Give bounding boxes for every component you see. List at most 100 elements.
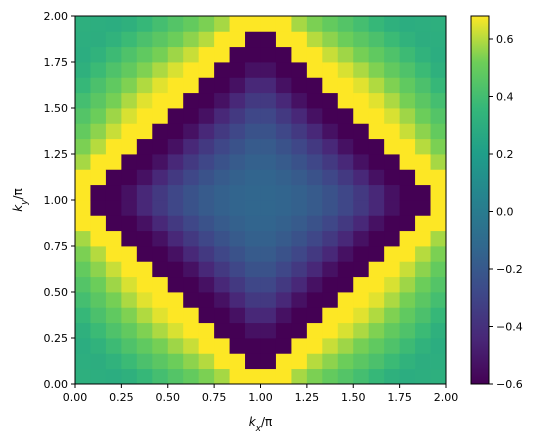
- heatmap-cell: [152, 246, 169, 262]
- heatmap-cell: [415, 138, 431, 155]
- heatmap-cell: [291, 261, 308, 278]
- heatmap-cell: [198, 123, 215, 140]
- x-tick-label: 0.00: [63, 391, 88, 404]
- heatmap-cell: [430, 138, 447, 155]
- heatmap-cell: [183, 353, 200, 370]
- x-tick-label: 1.50: [341, 391, 366, 404]
- heatmap-cell: [306, 184, 323, 201]
- heatmap-cell: [368, 31, 385, 48]
- heatmap-cell: [136, 31, 153, 48]
- heatmap-cell: [90, 292, 107, 308]
- heatmap-cell: [136, 169, 153, 186]
- heatmap-cell: [245, 276, 261, 293]
- heatmap-cell: [90, 307, 107, 324]
- heatmap-cell: [306, 338, 323, 354]
- colorbar-ticks: −0.6 −0.4 −0.2 0.0 0.2 0.4 0.6: [489, 33, 523, 391]
- heatmap-cell: [322, 108, 339, 124]
- heatmap-cell: [384, 31, 401, 48]
- heatmap-cell: [245, 338, 261, 354]
- heatmap-cell: [368, 230, 385, 247]
- heatmap-cell: [399, 261, 416, 278]
- heatmap-cell: [353, 322, 370, 339]
- heatmap-cell: [198, 138, 215, 155]
- heatmap-cell: [306, 92, 323, 109]
- heatmap-cell: [229, 154, 246, 170]
- y-tick-label: 0.75: [44, 240, 69, 253]
- heatmap-cell: [90, 62, 107, 78]
- heatmap-cell: [245, 77, 261, 94]
- heatmap-cell: [275, 154, 292, 170]
- heatmap-cell: [322, 261, 339, 278]
- heatmap-cell: [399, 16, 416, 32]
- heatmap-cell: [136, 246, 153, 262]
- heatmap-cell: [322, 215, 339, 232]
- heatmap-cell: [384, 215, 401, 232]
- heatmap-cell: [415, 184, 431, 201]
- heatmap-cell: [275, 230, 292, 247]
- heatmap-cell: [229, 108, 246, 124]
- heatmap-cell: [183, 215, 200, 232]
- heatmap-cell: [245, 31, 261, 48]
- heatmap-cell: [105, 138, 122, 155]
- heatmap-cell: [337, 77, 354, 94]
- heatmap-cell: [198, 46, 215, 63]
- heatmap-cell: [90, 322, 107, 339]
- heatmap-cell: [167, 368, 184, 385]
- heatmap-cell: [415, 230, 431, 247]
- heatmap-cell: [399, 31, 416, 48]
- heatmap-cell: [368, 215, 385, 232]
- heatmap-cell: [384, 230, 401, 247]
- heatmap-cell: [183, 77, 200, 94]
- heatmap-cell: [75, 246, 91, 262]
- heatmap-cell: [430, 108, 447, 124]
- heatmap-cell: [337, 16, 354, 32]
- heatmap-cell: [368, 46, 385, 63]
- heatmap-cell: [136, 200, 153, 216]
- heatmap-cell: [167, 353, 184, 370]
- heatmap-cell: [306, 108, 323, 124]
- heatmap-cell: [399, 215, 416, 232]
- heatmap-cell: [322, 77, 339, 94]
- heatmap-cell: [245, 184, 261, 201]
- heatmap-cell: [384, 123, 401, 140]
- heatmap-cell: [229, 338, 246, 354]
- heatmap-cell: [75, 261, 91, 278]
- heatmap-cell: [260, 368, 277, 385]
- heatmap-cell: [245, 154, 261, 170]
- colorbar-tick-label: −0.2: [496, 263, 523, 276]
- heatmap-cell: [368, 338, 385, 354]
- heatmap-cell: [291, 169, 308, 186]
- heatmap-cell: [337, 169, 354, 186]
- heatmap-cell: [121, 169, 138, 186]
- heatmap-cell: [152, 307, 169, 324]
- heatmap-cell: [260, 108, 277, 124]
- y-tick-label: 1.50: [44, 102, 69, 115]
- heatmap-cell: [152, 92, 169, 109]
- heatmap-cell: [245, 261, 261, 278]
- heatmap-cell: [384, 338, 401, 354]
- heatmap-cell: [121, 108, 138, 124]
- heatmap-cell: [275, 169, 292, 186]
- heatmap-cell: [105, 46, 122, 63]
- heatmap-cell: [337, 307, 354, 324]
- heatmap-cell: [183, 46, 200, 63]
- heatmap-cell: [275, 246, 292, 262]
- heatmap-cell: [167, 138, 184, 155]
- heatmap-cell: [430, 123, 447, 140]
- heatmap-cell: [306, 138, 323, 155]
- heatmap-cell: [75, 307, 91, 324]
- heatmap-cell: [75, 62, 91, 78]
- heatmap-cell: [260, 123, 277, 140]
- heatmap-cell: [152, 62, 169, 78]
- heatmap-cell: [322, 16, 339, 32]
- y-tick-label: 1.75: [44, 56, 69, 69]
- heatmap-cell: [399, 246, 416, 262]
- heatmap-cell: [245, 200, 261, 216]
- heatmap-cell: [121, 307, 138, 324]
- heatmap-cell: [368, 246, 385, 262]
- heatmap-cell: [229, 215, 246, 232]
- heatmap-cell: [368, 123, 385, 140]
- heatmap-cell: [136, 338, 153, 354]
- heatmap-cell: [306, 16, 323, 32]
- heatmap-cell: [183, 307, 200, 324]
